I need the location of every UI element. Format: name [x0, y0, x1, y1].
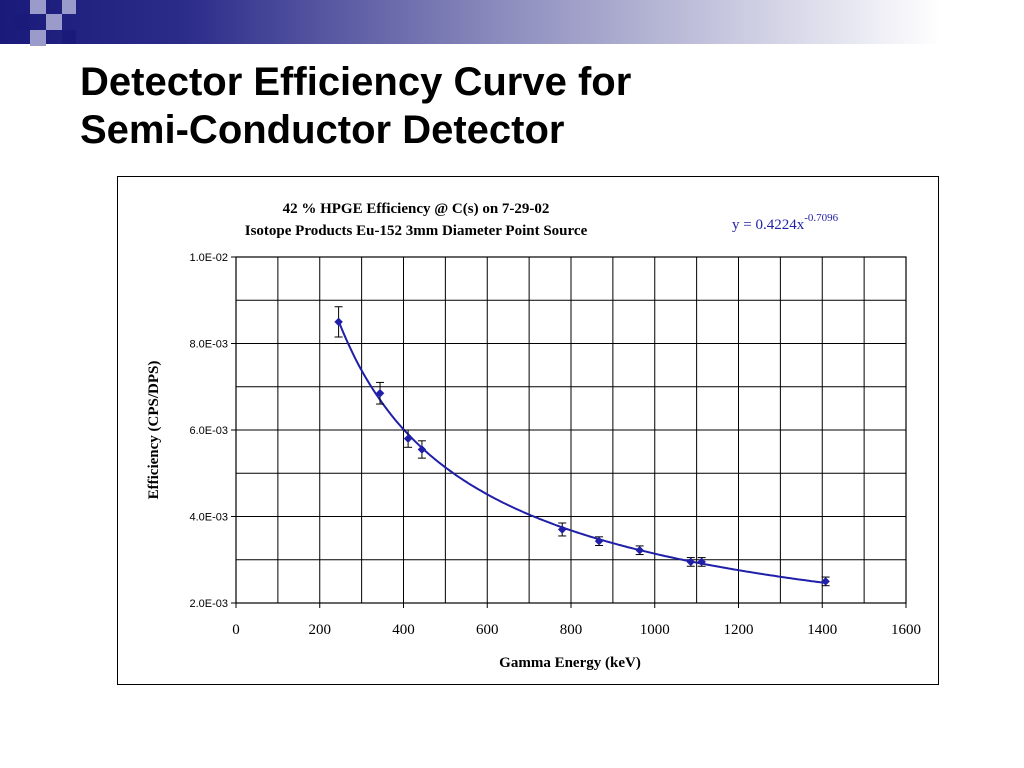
- decor-square-navy-2: [62, 30, 76, 44]
- x-tick-label: 400: [392, 622, 415, 638]
- data-point: [375, 381, 385, 405]
- data-point: [594, 536, 604, 546]
- fit-curve: [337, 320, 825, 584]
- x-tick-labels: 0 200 400 600 800 1000 1200 1400 1600: [232, 603, 921, 638]
- fit-curve-group: [337, 320, 825, 584]
- data-points: [334, 306, 830, 587]
- data-point-marker: [594, 536, 604, 546]
- decor-square-lavender-1: [30, 0, 46, 14]
- data-point: [334, 306, 343, 338]
- chart-subtitle: Isotope Products Eu-152 3mm Diameter Poi…: [245, 223, 588, 239]
- x-axis-label: Gamma Energy (keV): [499, 655, 641, 671]
- x-tick-label: 800: [560, 622, 583, 638]
- y-axis-label: Efficiency (CPS/DPS): [146, 361, 162, 500]
- chart-grid: [235, 256, 907, 604]
- y-tick-label: 1.0E-02: [189, 252, 228, 264]
- y-tick-labels: 2.0E-03 4.0E-03 6.0E-03 8.0E-03 1.0E-02: [189, 252, 236, 610]
- title-bar-gradient: [0, 0, 1024, 44]
- data-point-marker: [375, 388, 385, 398]
- data-point-marker: [417, 445, 427, 454]
- data-point: [697, 557, 707, 567]
- data-point: [403, 429, 413, 448]
- decor-square-lavender-2: [46, 14, 62, 30]
- x-tick-label: 1200: [724, 622, 754, 638]
- data-point-marker: [334, 317, 343, 327]
- x-tick-label: 0: [232, 622, 240, 638]
- y-tick-label: 2.0E-03: [189, 598, 228, 610]
- x-tick-label: 600: [476, 622, 499, 638]
- slide-title-line-1: Detector Efficiency Curve for: [80, 60, 632, 104]
- data-point: [635, 545, 645, 556]
- x-tick-label: 200: [309, 622, 332, 638]
- data-point-marker: [635, 545, 645, 555]
- x-tick-label: 1400: [807, 622, 837, 638]
- fit-equation: y = 0.4224x-0.7096: [732, 212, 839, 233]
- fit-equation-exponent: -0.7096: [804, 212, 838, 224]
- decor-square-lavender-3: [62, 0, 76, 14]
- data-point-marker: [821, 577, 830, 586]
- data-point-marker: [557, 525, 567, 534]
- y-tick-label: 4.0E-03: [189, 512, 228, 524]
- chart-frame: 42 % HPGE Efficiency @ C(s) on 7-29-02 I…: [117, 176, 939, 685]
- y-tick-label: 8.0E-03: [189, 339, 228, 351]
- slide-title-line-2: Semi-Conductor Detector: [80, 108, 565, 152]
- y-tick-label: 6.0E-03: [189, 425, 228, 437]
- data-point-marker: [697, 557, 707, 567]
- decor-square-lavender-4: [30, 30, 46, 46]
- chart-title: 42 % HPGE Efficiency @ C(s) on 7-29-02: [283, 201, 550, 217]
- data-point: [557, 522, 567, 537]
- data-point: [821, 576, 830, 587]
- data-point: [417, 440, 427, 459]
- x-tick-label: 1000: [640, 622, 670, 638]
- fit-equation-base: y = 0.4224x: [732, 217, 805, 233]
- data-point-marker: [686, 557, 696, 567]
- data-point-marker: [403, 434, 413, 444]
- slide-title: Detector Efficiency Curve for Semi-Condu…: [80, 58, 980, 154]
- x-tick-label: 1600: [891, 622, 921, 638]
- data-point: [686, 557, 696, 567]
- decor-square-navy-1: [14, 14, 30, 30]
- efficiency-chart: 42 % HPGE Efficiency @ C(s) on 7-29-02 I…: [146, 201, 921, 671]
